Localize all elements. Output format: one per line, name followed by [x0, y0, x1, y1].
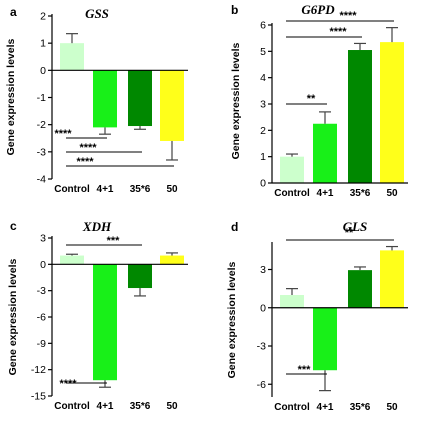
panel-c-y-axis-title: Gene expression levels [7, 258, 19, 375]
panel-a-category-label-1: Control [54, 184, 90, 195]
panel-d-category-label-1: Control [274, 402, 310, 413]
panel-b-significance-label-3: **** [339, 10, 357, 22]
panel-b-category-label-4: 50 [386, 188, 398, 199]
panel-b-y-axis-title: Gene expression levels [230, 42, 242, 159]
panel-c-bar-4 [160, 255, 184, 265]
panel-b-category-label-1: Control [274, 188, 310, 199]
panel-d-y-tick-label: 0 [260, 302, 266, 314]
panel-c-bar-1 [60, 255, 84, 265]
panel-c-y-tick-label: -9 [37, 338, 46, 350]
panel-d-category-label-3: 35*6 [350, 402, 371, 413]
panel-a-category-label-2: 4+1 [97, 184, 114, 195]
panel-b-title: G6PD [301, 2, 335, 17]
panel-d-y-tick-label: -3 [257, 341, 266, 353]
panel-a-y-tick-label: -4 [37, 174, 46, 186]
panel-a-y-tick-label: -3 [37, 146, 46, 158]
panel-a-bar-3 [128, 70, 152, 127]
panel-c-letter: c [10, 219, 17, 233]
panel-b-bar-2 [313, 123, 337, 183]
panel-b-letter: b [231, 3, 238, 17]
panel-a-y-tick-label: 0 [40, 65, 46, 77]
panel-d-category-label-4: 50 [386, 402, 398, 413]
panel-b-bar-3 [348, 50, 372, 184]
panel-d-y-tick-label: -6 [257, 379, 266, 391]
panel-b-y-tick-label: 5 [260, 46, 266, 58]
panel-d-y-tick-label: 3 [260, 264, 266, 276]
panel-d-bar-4 [380, 250, 404, 308]
panel-b-y-tick-label: 3 [260, 99, 266, 111]
panel-b-y-tick-label: 2 [260, 125, 266, 137]
panel-b-category-label-2: 4+1 [317, 188, 334, 199]
panel-a-significance-label-2: **** [79, 142, 97, 154]
panel-d-bar-3 [348, 270, 372, 308]
panel-b-significance-label-1: ** [307, 93, 316, 105]
panel-b-bar-1 [280, 156, 304, 183]
panel-c-category-label-2: 4+1 [97, 401, 114, 412]
panel-d-category-label-2: 4+1 [317, 402, 334, 413]
panel-c-y-tick-label: -6 [37, 312, 46, 324]
panel-d-significance-label-1: *** [298, 364, 312, 376]
panel-d-significance-label-2: ** [345, 227, 354, 239]
panel-b-y-tick-label: 0 [260, 178, 266, 190]
panel-a-y-tick-label: 1 [40, 38, 46, 50]
panel-c-y-tick-label: -15 [31, 391, 46, 403]
panel-b-bar-4 [380, 42, 404, 183]
panel-d-y-axis-title: Gene expression levels [226, 261, 238, 378]
panel-d-bar-2 [313, 307, 337, 371]
panel-a-y-tick-label: -2 [37, 119, 46, 131]
panel-d-letter: d [231, 220, 238, 234]
panel-a-letter: a [10, 5, 17, 19]
panel-a-significance-label-1: **** [54, 128, 72, 140]
panel-b-y-tick-label: 6 [260, 20, 266, 32]
panel-b-category-label-3: 35*6 [350, 188, 371, 199]
panel-c-bar-3 [128, 264, 152, 289]
panel-c-y-tick-label: -12 [31, 364, 46, 376]
panel-c-title: XDH [82, 219, 112, 234]
panel-c-category-label-1: Control [54, 401, 90, 412]
panel-a-bar-1 [60, 43, 84, 71]
panel-d-bar-1 [280, 295, 304, 308]
panel-a-category-label-4: 50 [166, 184, 178, 195]
panel-a-y-tick-label: -1 [37, 92, 46, 104]
panel-a-title: GSS [85, 6, 109, 21]
panel-d-title: GLS [343, 219, 368, 234]
panel-a-significance-label-3: **** [76, 156, 94, 168]
panel-c-y-tick-label: -3 [37, 285, 46, 297]
panel-a-category-label-3: 35*6 [130, 184, 151, 195]
panel-b-y-tick-label: 4 [260, 72, 266, 84]
panel-b-y-tick-label: 1 [260, 151, 266, 163]
panel-a-bar-4 [160, 70, 184, 141]
panel-a-y-tick-label: 2 [40, 11, 46, 23]
panel-a-y-axis-title: Gene expression levels [5, 38, 17, 155]
panel-c-category-label-4: 50 [166, 401, 178, 412]
panel-c-significance-label-2: *** [107, 235, 121, 247]
panel-c-y-tick-label: 3 [40, 233, 46, 245]
panel-a-bar-2 [93, 70, 117, 128]
panel-c-significance-label-1: **** [59, 378, 77, 390]
panel-c-category-label-3: 35*6 [130, 401, 151, 412]
panel-c-bar-2 [93, 264, 117, 381]
panel-b-significance-label-2: **** [329, 26, 347, 38]
panel-c-y-tick-label: 0 [40, 259, 46, 271]
